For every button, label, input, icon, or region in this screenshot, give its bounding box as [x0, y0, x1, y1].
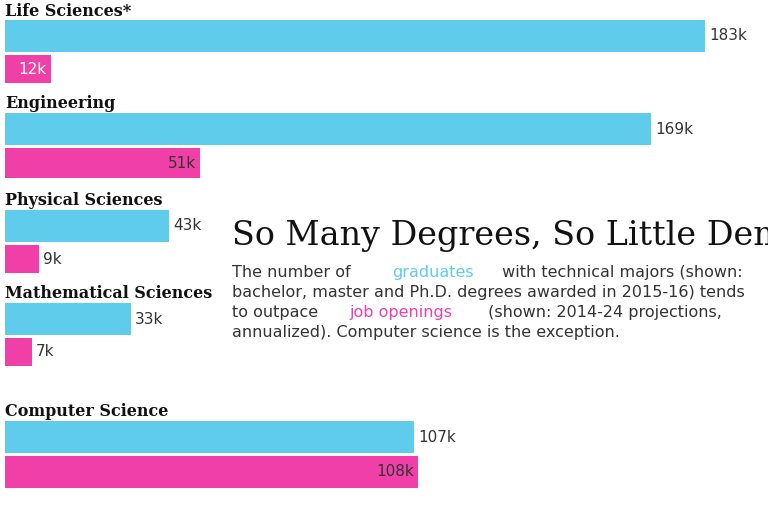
Text: bachelor, master and Ph.D. degrees awarded in 2015-16) tends: bachelor, master and Ph.D. degrees award… [232, 285, 745, 300]
Text: (shown: 2014-24 projections,: (shown: 2014-24 projections, [482, 305, 721, 320]
Text: 43k: 43k [174, 219, 202, 233]
Bar [5, 456, 418, 488]
Text: 107k: 107k [419, 430, 456, 444]
Text: 7k: 7k [36, 345, 55, 359]
Bar [5, 210, 170, 242]
Bar [5, 338, 31, 366]
Bar [5, 421, 414, 453]
Bar [5, 148, 200, 178]
Text: The number of: The number of [232, 265, 356, 280]
Text: Mathematical Sciences: Mathematical Sciences [5, 285, 212, 302]
Text: 183k: 183k [709, 29, 746, 44]
Text: to outpace: to outpace [232, 305, 323, 320]
Text: Engineering: Engineering [5, 95, 115, 112]
Text: 51k: 51k [168, 156, 196, 170]
Bar [5, 55, 51, 83]
Bar [5, 303, 131, 335]
Text: graduates: graduates [392, 265, 473, 280]
Text: annualized). Computer science is the exception.: annualized). Computer science is the exc… [232, 325, 620, 340]
Text: 12k: 12k [18, 61, 47, 76]
Text: with technical majors (shown:: with technical majors (shown: [497, 265, 743, 280]
Bar [5, 113, 651, 145]
Bar [5, 245, 39, 273]
Text: Life Sciences*: Life Sciences* [5, 3, 131, 20]
Text: Physical Sciences: Physical Sciences [5, 192, 163, 209]
Text: 9k: 9k [44, 251, 62, 267]
Bar [5, 20, 705, 52]
Text: job openings: job openings [349, 305, 453, 320]
Text: So Many Degrees, So Little Demand: So Many Degrees, So Little Demand [232, 220, 768, 252]
Text: 169k: 169k [655, 121, 694, 137]
Text: 33k: 33k [135, 311, 164, 327]
Text: Computer Science: Computer Science [5, 403, 168, 420]
Text: 108k: 108k [376, 464, 414, 480]
